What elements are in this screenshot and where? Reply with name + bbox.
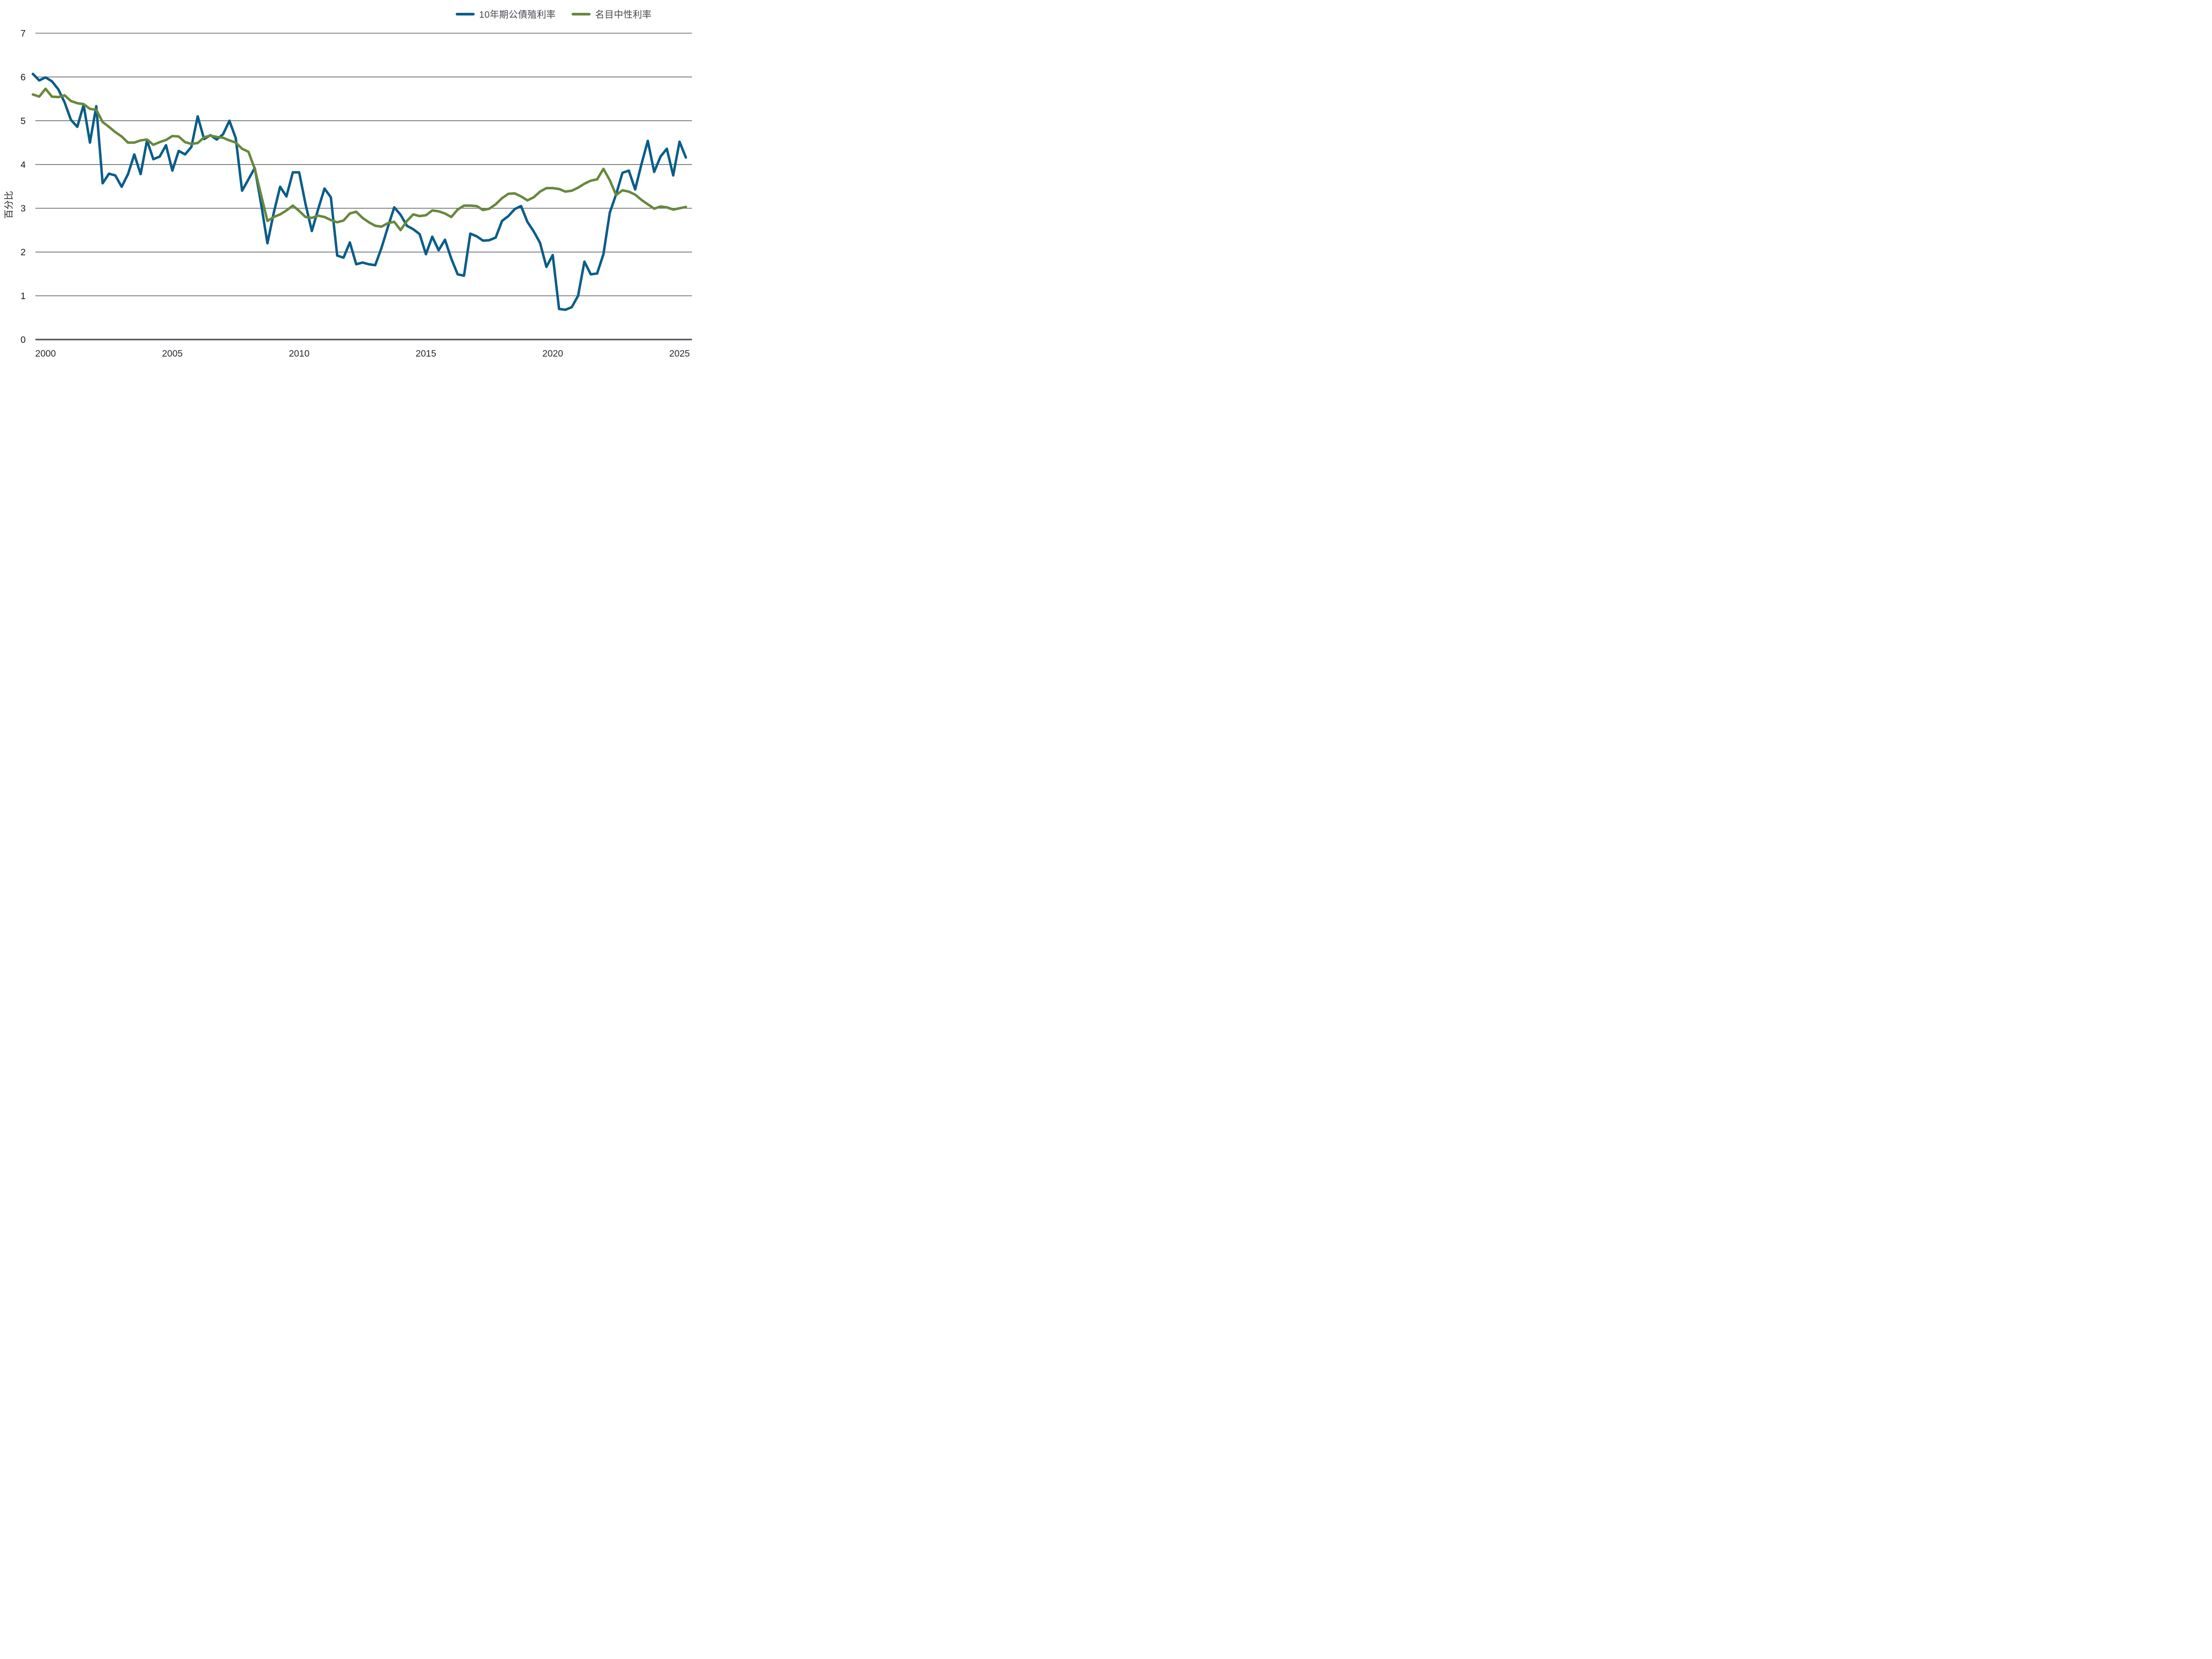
y-axis-title: 百分比 <box>4 191 14 219</box>
legend: 10年期公債殖利率 名目中性利率 <box>456 8 652 20</box>
y-tick-3: 3 <box>20 204 26 214</box>
line-chart-canvas: 0 1 2 3 4 5 6 7 2000 2005 2010 2015 2020 2025 <box>20 29 692 359</box>
legend-label-neutral-rate: 名目中性利率 <box>595 10 652 20</box>
y-tick-0: 0 <box>20 335 26 345</box>
x-axis-tick-labels: 2000 2005 2010 2015 2020 2025 <box>35 349 690 359</box>
series-line-neutral-rate <box>31 87 687 232</box>
x-tick-2020: 2020 <box>542 349 563 359</box>
y-tick-7: 7 <box>20 29 26 39</box>
legend-item-neutral-rate: 名目中性利率 <box>572 8 652 21</box>
data-series-lines <box>31 73 687 311</box>
y-tick-6: 6 <box>20 72 26 82</box>
y-tick-4: 4 <box>20 160 26 170</box>
y-tick-2: 2 <box>20 247 26 257</box>
legend-item-10y-yield: 10年期公債殖利率 <box>456 8 556 21</box>
legend-label-10y-yield: 10年期公債殖利率 <box>479 10 556 20</box>
legend-swatch-green <box>572 13 591 15</box>
y-tick-1: 1 <box>20 291 26 301</box>
x-tick-2005: 2005 <box>162 349 183 359</box>
gridlines <box>35 33 692 341</box>
x-tick-2000: 2000 <box>35 349 56 359</box>
series-line-10y-yield <box>31 73 687 311</box>
x-tick-2015: 2015 <box>415 349 436 359</box>
legend-swatch-blue <box>456 13 475 15</box>
x-tick-2010: 2010 <box>289 349 310 359</box>
y-axis-tick-labels: 0 1 2 3 4 5 6 7 <box>20 29 26 346</box>
chart-page: 0 1 2 3 4 5 6 7 2000 2005 2010 2015 2020 2025 百分比 10… <box>0 0 694 366</box>
y-tick-5: 5 <box>20 116 26 126</box>
x-tick-2025: 2025 <box>669 349 690 359</box>
